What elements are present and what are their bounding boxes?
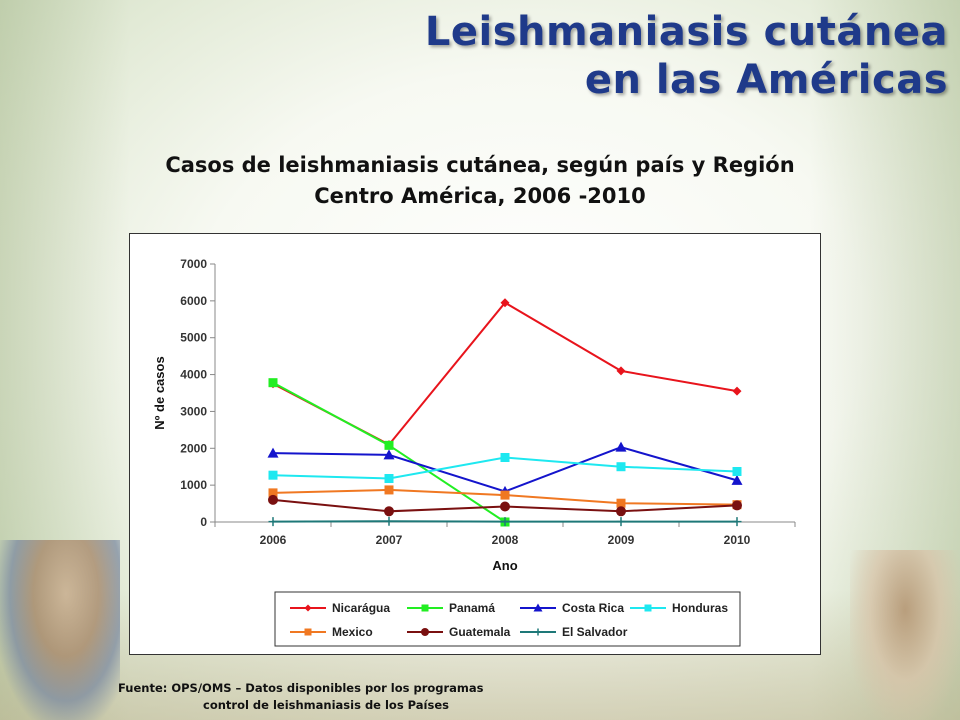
data-point-guatemala — [384, 506, 394, 517]
data-point-mexico — [616, 498, 626, 508]
data-point-guatemala — [616, 506, 626, 517]
x-tick-label: 2009 — [608, 533, 635, 547]
y-tick-label: 7000 — [180, 257, 207, 271]
data-point-nicaragua — [500, 298, 510, 308]
data-point-costa-rica — [383, 449, 395, 460]
data-point-honduras — [384, 474, 394, 484]
source-line1: Fuente: OPS/OMS – Datos disponibles por … — [118, 681, 484, 695]
legend-marker-guatemala — [421, 628, 429, 636]
data-point-el-salvador — [268, 517, 278, 527]
chart-title-line2: Centro América, 2006 -2010 — [314, 184, 646, 208]
legend-box — [274, 591, 741, 647]
legend-label-nicaragua: Nicarágua — [332, 601, 390, 615]
chart-title-line1: Casos de leishmaniasis cutánea, según pa… — [165, 153, 795, 177]
data-point-nicaragua — [616, 366, 626, 376]
decorative-photo-woman — [850, 550, 960, 720]
y-tick-label: 3000 — [180, 404, 207, 418]
slide-title-line2: en las Américas — [584, 57, 948, 103]
data-point-el-salvador — [384, 516, 394, 526]
legend-marker-panama — [421, 604, 429, 612]
legend-marker-el-salvador — [534, 628, 542, 636]
y-tick-label: 0 — [200, 515, 207, 529]
legend-label-costa-rica: Costa Rica — [562, 601, 624, 615]
data-point-panama — [268, 378, 278, 388]
chart-title: Casos de leishmaniasis cutánea, según pa… — [100, 150, 860, 212]
legend-label-mexico: Mexico — [332, 625, 373, 639]
legend-label-honduras: Honduras — [672, 601, 728, 615]
legend-marker-nicaragua — [304, 604, 312, 612]
data-point-guatemala — [732, 500, 742, 511]
y-tick-label: 6000 — [180, 294, 207, 308]
source-note: Fuente: OPS/OMS – Datos disponibles por … — [118, 680, 484, 714]
x-tick-label: 2010 — [724, 533, 751, 547]
data-point-costa-rica — [615, 441, 627, 452]
y-tick-label: 4000 — [180, 368, 207, 382]
slide-title: Leishmaniasis cutánea en las Américas — [425, 8, 948, 104]
data-point-mexico — [268, 488, 278, 498]
series-line-nicaragua — [272, 301, 738, 446]
data-point-costa-rica — [267, 447, 279, 458]
slide-title-line1: Leishmaniasis cutánea — [424, 9, 948, 55]
data-point-honduras — [268, 470, 278, 480]
data-point-honduras — [500, 453, 510, 462]
data-point-honduras — [732, 467, 742, 477]
data-point-nicaragua — [732, 386, 742, 396]
data-point-el-salvador — [500, 517, 510, 527]
legend-label-panama: Panamá — [449, 601, 495, 615]
data-point-mexico — [500, 490, 510, 500]
data-point-el-salvador — [616, 517, 626, 527]
data-point-guatemala — [268, 494, 278, 505]
y-tick-label: 5000 — [180, 331, 207, 345]
legend-marker-honduras — [644, 604, 652, 612]
x-tick-label: 2006 — [260, 533, 287, 547]
data-point-el-salvador — [732, 517, 742, 527]
y-tick-label: 2000 — [180, 441, 207, 455]
y-tick-label: 1000 — [180, 478, 207, 492]
legend-marker-mexico — [304, 628, 312, 636]
line-chart: 0 1000 2000 3000 4000 5000 6000 7000 2006 2007 200… — [152, 257, 796, 647]
legend-label-guatemala: Guatemala — [449, 625, 511, 639]
decorative-photo-child — [0, 540, 120, 720]
data-point-mexico — [384, 485, 394, 495]
data-point-panama — [384, 440, 394, 450]
legend-marker-costa-rica — [533, 603, 543, 612]
legend-label-el-salvador: El Salvador — [562, 625, 628, 639]
data-point-guatemala — [500, 501, 510, 512]
data-point-honduras — [616, 462, 626, 472]
source-line2: control de leishmaniasis de los Países — [203, 698, 449, 712]
data-point-costa-rica — [731, 474, 743, 485]
x-tick-label: 2008 — [492, 533, 519, 547]
x-axis-title: Ano — [492, 558, 517, 573]
x-tick-label: 2007 — [376, 533, 403, 547]
chart-container: 0 1000 2000 3000 4000 5000 6000 7000 2006 2007 200… — [129, 233, 821, 655]
y-axis-title: Nº de casos — [152, 356, 167, 429]
